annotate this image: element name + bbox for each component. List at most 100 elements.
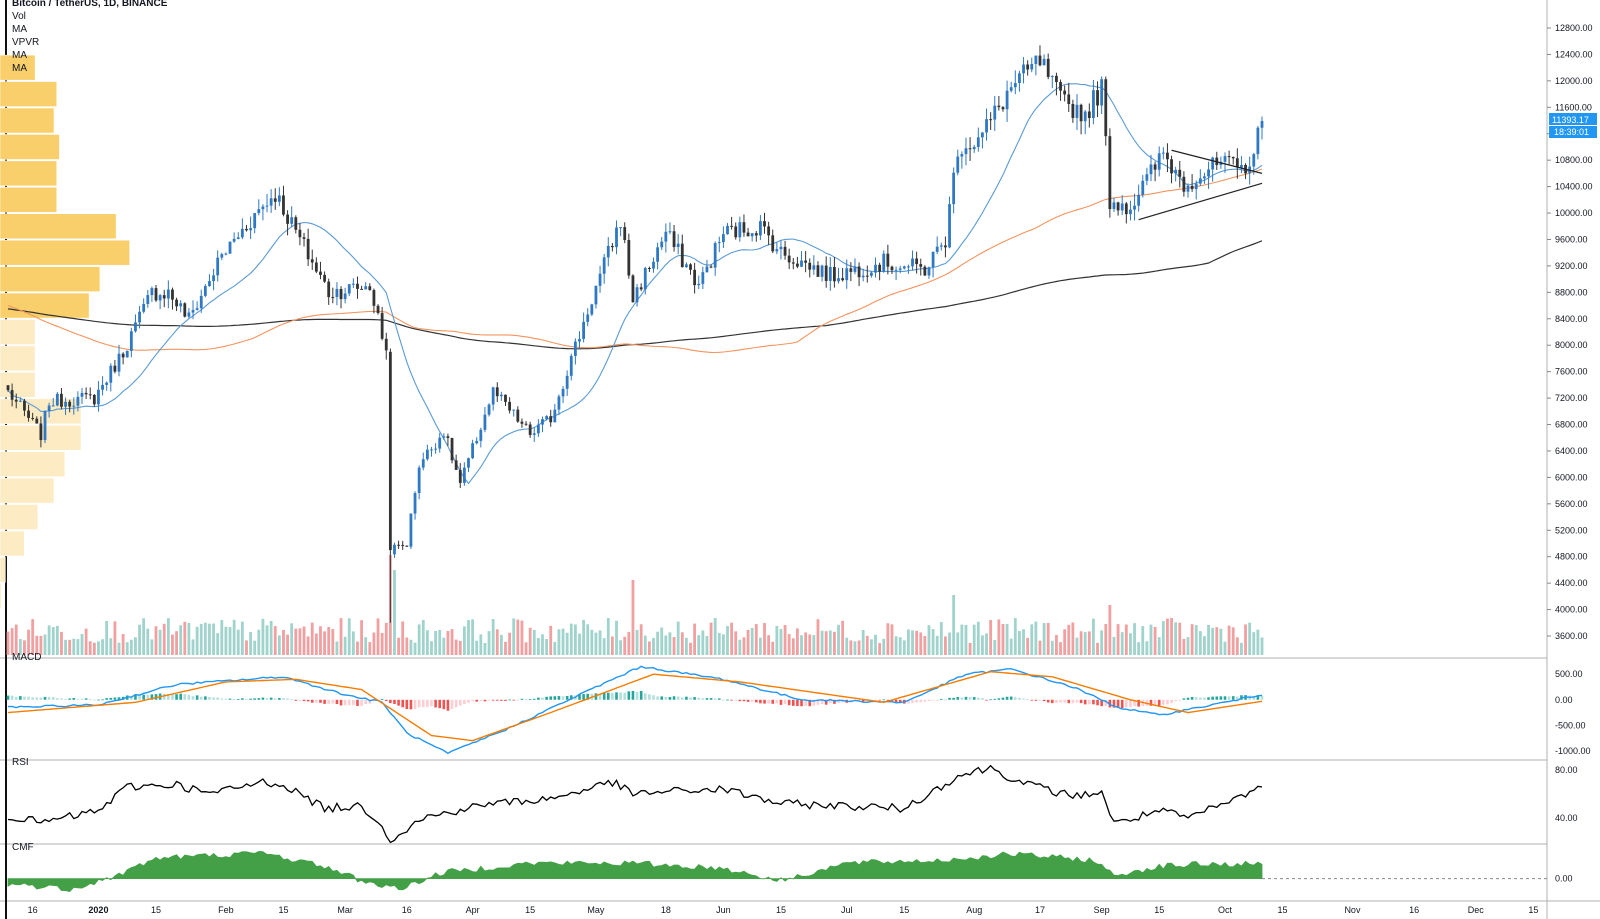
macd-histogram-bar [479, 699, 483, 701]
candle-body [1108, 136, 1112, 210]
volume-bar [88, 641, 92, 655]
macd-histogram-bar [824, 699, 828, 705]
macd-histogram-bar [187, 695, 191, 700]
symbol-title[interactable]: Bitcoin / TetherUS, 1D, BINANCE [12, 0, 168, 9]
candle-body [1198, 178, 1202, 184]
macd-histogram-bar [750, 699, 754, 702]
volume-bar [1240, 642, 1243, 655]
x-axis-label: Apr [466, 905, 480, 915]
volume-bar [442, 637, 446, 655]
volume-bar [565, 632, 569, 655]
candle-body [824, 265, 828, 281]
macd-histogram-bar [347, 699, 351, 706]
candle-body [939, 245, 943, 247]
candle-body [421, 459, 425, 468]
volume-bar [323, 631, 326, 655]
candle-body [717, 242, 721, 244]
price-tick-label: 10000.00 [1555, 208, 1593, 218]
candle-body [138, 311, 141, 323]
macd-histogram-bar [56, 698, 59, 700]
volume-bar [310, 622, 314, 655]
candle-body [972, 146, 976, 150]
indicator-ma-label[interactable]: MA [12, 24, 27, 35]
macd-pane-title[interactable]: MACD [12, 652, 42, 663]
candle-body [660, 241, 664, 248]
macd-histogram-bar [84, 698, 88, 700]
indicator-vpvr-label[interactable]: VPVR [12, 37, 40, 48]
volume-bar [331, 629, 335, 655]
candle-body [1092, 90, 1095, 118]
vpvr-down-bar [0, 451, 66, 477]
macd-histogram-bar [660, 696, 664, 700]
indicator-ma-label-3[interactable]: MA [12, 63, 27, 74]
macd-histogram-bar [339, 699, 343, 706]
candle-body [314, 262, 318, 272]
macd-histogram-bar [619, 692, 622, 700]
macd-histogram-bar [931, 699, 935, 701]
macd-histogram-bar [208, 697, 211, 700]
volume-bar [183, 621, 187, 655]
volume-bar [923, 635, 927, 655]
volume-bar [915, 630, 919, 655]
volume-bar [10, 628, 14, 655]
volume-bar [615, 620, 618, 655]
rsi-pane-title[interactable]: RSI [12, 757, 29, 768]
candle-body [536, 424, 540, 434]
macd-histogram-bar [483, 699, 487, 702]
candle-body [1063, 90, 1067, 95]
volume-bar [878, 642, 882, 655]
macd-histogram-bar [1166, 699, 1169, 705]
candle-body [446, 436, 450, 439]
candle-body [117, 353, 121, 372]
volume-bar [886, 623, 890, 655]
volume-bar [212, 623, 215, 655]
price-tick-label: 10400.00 [1555, 182, 1593, 192]
candle-body [709, 266, 713, 268]
macd-histogram-bar [1231, 696, 1235, 700]
volume-bar [684, 637, 688, 655]
candle-body [639, 287, 643, 290]
macd-histogram-bar [697, 697, 701, 700]
last-price-label: 11393.17 [1552, 115, 1589, 125]
volume-bar [356, 641, 359, 655]
macd-histogram-bar [1162, 699, 1165, 705]
macd-histogram-bar [985, 699, 988, 701]
triangle-trendline [1138, 182, 1263, 221]
candle-body [948, 204, 951, 248]
volume-bar [220, 619, 224, 655]
macd-histogram-bar [944, 699, 947, 701]
candle-body [208, 281, 211, 287]
volume-bar [401, 621, 405, 655]
volume-bar [989, 619, 993, 655]
candle-body [401, 544, 405, 546]
macd-histogram-bar [1252, 695, 1256, 700]
macd-histogram-bar [648, 694, 651, 700]
indicator-vol-label[interactable]: Vol [12, 11, 26, 22]
candle-body [1129, 209, 1132, 215]
candle-body [499, 394, 503, 397]
macd-histogram-bar [426, 699, 429, 707]
candle-body [643, 267, 647, 290]
candle-body [409, 513, 413, 547]
candle-body [47, 405, 51, 412]
macd-histogram-bar [1129, 699, 1132, 708]
volume-bar [627, 631, 631, 655]
candle-body [808, 262, 812, 270]
macd-histogram-bar [1256, 695, 1260, 700]
cmf-pane-title[interactable]: CMF [12, 842, 34, 853]
macd-histogram-bar [742, 699, 746, 702]
volume-bar [1182, 638, 1186, 655]
candle-body [60, 393, 63, 407]
volume-bar [290, 623, 294, 655]
volume-bar [269, 620, 273, 655]
price-tick-label: 9200.00 [1555, 261, 1588, 271]
volume-bar [911, 630, 914, 655]
macd-histogram-bar [734, 699, 738, 701]
volume-bar [664, 635, 668, 655]
candle-body [339, 288, 343, 300]
candle-body [1256, 127, 1260, 155]
indicator-ma-label-2[interactable]: MA [12, 50, 27, 61]
x-axis-label: 16 [28, 905, 38, 915]
macd-histogram-bar [286, 698, 289, 700]
